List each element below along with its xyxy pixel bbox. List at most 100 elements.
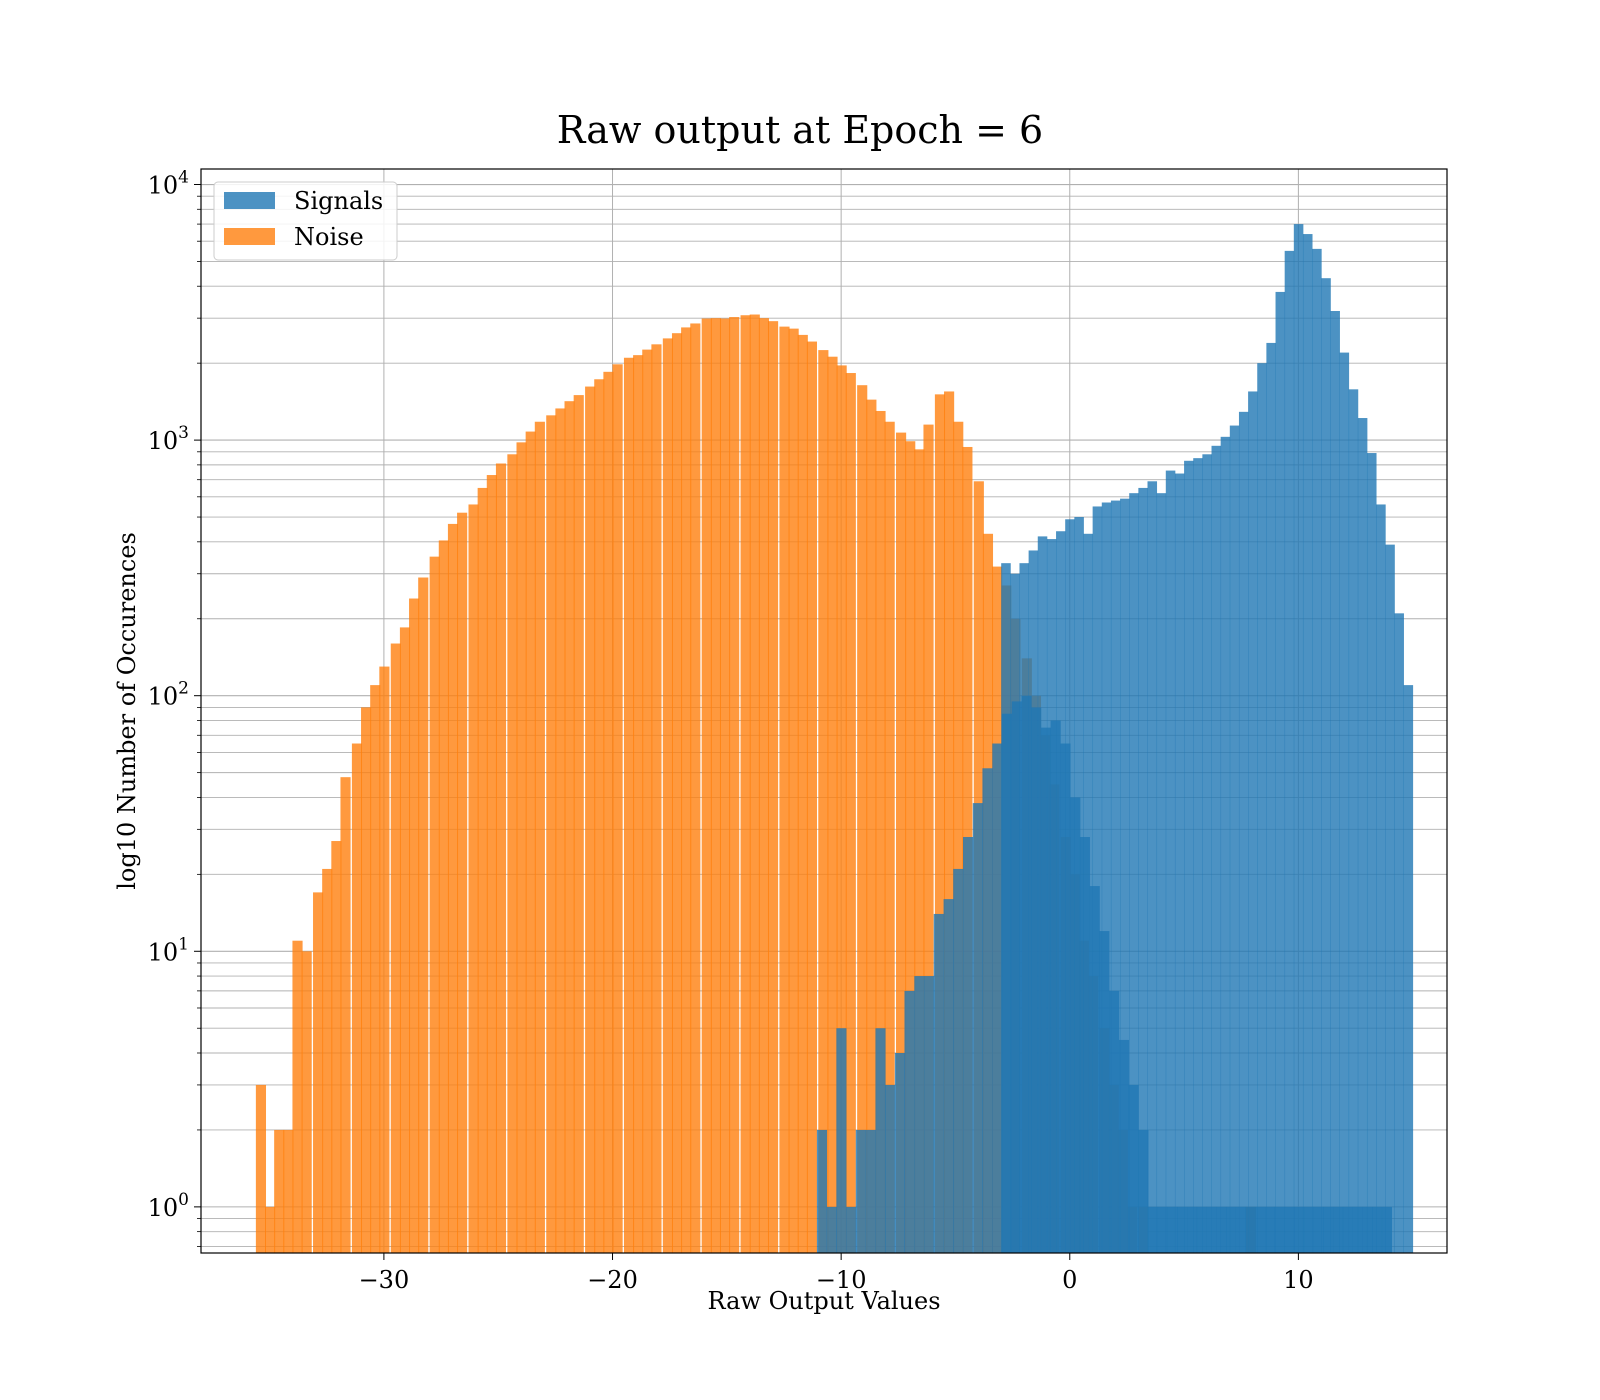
y-tick-label-3: 103 [148, 423, 189, 455]
noise-bar-71 [944, 391, 955, 1253]
signal-top-bar-12 [1110, 500, 1121, 1253]
noise-bar-51 [749, 314, 760, 1253]
noise-bar-48 [719, 318, 731, 1253]
signal-top-bar-42 [1385, 544, 1395, 1253]
noise-bar-6 [313, 892, 324, 1253]
noise-bar-33 [573, 395, 584, 1254]
noise-bar-70 [934, 394, 946, 1254]
signal-bar-4 [855, 1129, 866, 1253]
signal-top-bar-41 [1376, 504, 1386, 1253]
signal-top-bar-34 [1312, 248, 1322, 1253]
signal-top-bar-4 [1037, 536, 1048, 1253]
noise-bar-44 [681, 327, 692, 1253]
signal-top-bar-16 [1147, 481, 1158, 1253]
signal-bar-0 [816, 1129, 828, 1253]
signal-bar-1 [826, 1206, 837, 1253]
signal-bar-16 [972, 803, 983, 1253]
signal-bar-2 [836, 1028, 847, 1253]
signal-top-bar-21 [1193, 458, 1203, 1253]
signal-bar-15 [963, 836, 974, 1253]
noise-bar-55 [788, 328, 799, 1253]
legend-swatch-noise [224, 228, 275, 245]
x-tick-label-1: −20 [587, 1266, 638, 1294]
noise-bar-0 [255, 1084, 267, 1253]
noise-bar-24 [486, 475, 497, 1253]
legend-label-signals: Signals [294, 187, 383, 215]
signal-bar-7 [885, 1084, 896, 1253]
noise-bar-42 [662, 338, 673, 1254]
noise-bar-10 [351, 743, 363, 1253]
noise-bar-39 [633, 355, 644, 1253]
noise-bar-66 [896, 432, 907, 1254]
noise-bar-34 [585, 386, 596, 1253]
signal-top-bar-25 [1229, 425, 1240, 1253]
signal-top-bar-33 [1302, 234, 1313, 1253]
signal-bar-13 [943, 899, 954, 1253]
noise-bar-49 [729, 317, 740, 1253]
x-tick-label-0: −30 [359, 1266, 410, 1294]
plot-frame [200, 168, 1448, 1254]
signal-bar-6 [875, 1028, 886, 1253]
noise-bar-40 [642, 349, 653, 1253]
x-tick-label-2: −10 [816, 1266, 867, 1294]
signal-bar-9 [904, 990, 915, 1253]
signal-top-bar-23 [1211, 445, 1222, 1253]
noise-bar-28 [525, 431, 536, 1253]
noise-bar-41 [651, 344, 662, 1253]
noise-bar-12 [370, 685, 381, 1253]
signal-top-bar-0 [1001, 563, 1011, 1253]
signal-top-bar-18 [1165, 470, 1176, 1253]
noise-bar-27 [516, 442, 527, 1253]
signal-top-bar-31 [1284, 250, 1295, 1253]
noise-bar-23 [477, 487, 488, 1254]
noise-bar-62 [857, 385, 868, 1253]
x-tick-label-3: 0 [1062, 1266, 1077, 1294]
signal-top-bar-1 [1010, 573, 1020, 1253]
signal-top-bar-29 [1266, 342, 1276, 1253]
noise-bar-11 [361, 707, 372, 1253]
noise-bar-15 [399, 627, 411, 1253]
x-tick-label-4: 10 [1283, 1266, 1314, 1294]
signal-top-bar-13 [1120, 498, 1130, 1254]
y-axis-ticks: 100 101 102 103 104 [148, 168, 201, 1247]
noise-bar-8 [331, 841, 342, 1253]
noise-bar-1 [265, 1206, 276, 1253]
signal-top-bar-7 [1065, 519, 1075, 1253]
signal-top-bar-26 [1238, 411, 1249, 1253]
signal-top-bar-39 [1357, 418, 1368, 1253]
noise-bar-72 [953, 421, 964, 1253]
signal-top-bar-9 [1083, 533, 1094, 1253]
noise-bar-59 [827, 356, 838, 1253]
signal-bar-17 [982, 768, 993, 1253]
noise-bar-35 [594, 379, 605, 1254]
noise-bar-7 [322, 868, 333, 1253]
y-tick-label-1: 101 [148, 934, 189, 966]
signal-top-bar-19 [1174, 473, 1185, 1253]
signal-bar-8 [894, 1052, 906, 1253]
noise-bar-26 [507, 454, 518, 1254]
noise-bar-64 [875, 410, 886, 1253]
noise-bar-67 [905, 441, 916, 1254]
noise-bar-69 [923, 424, 934, 1253]
noise-bar-21 [457, 512, 468, 1253]
signal-top-bar-22 [1202, 454, 1212, 1254]
signal-top-bar-40 [1366, 453, 1377, 1254]
signal-bar-12 [933, 913, 944, 1253]
signal-top-bar-44 [1403, 685, 1414, 1253]
signal-top-bar-28 [1257, 363, 1267, 1253]
noise-bar-31 [555, 408, 566, 1253]
noise-bar-50 [740, 315, 751, 1253]
noise-bar-46 [701, 318, 712, 1253]
y-axis-label: log10 Number of Occurences [113, 532, 141, 890]
signal-bar-3 [846, 1206, 857, 1253]
noise-bar-36 [603, 371, 614, 1253]
signal-top-bar-15 [1138, 487, 1148, 1254]
legend: Signals Noise [213, 181, 398, 261]
signal-bar-18 [992, 743, 1003, 1253]
noise-bar-13 [379, 666, 390, 1253]
noise-bar-56 [797, 334, 808, 1253]
signal-top-bar-20 [1184, 460, 1194, 1253]
noise-bar-57 [806, 341, 817, 1253]
signal-top-bar-17 [1156, 493, 1167, 1253]
signal-top-bar-2 [1019, 563, 1030, 1253]
